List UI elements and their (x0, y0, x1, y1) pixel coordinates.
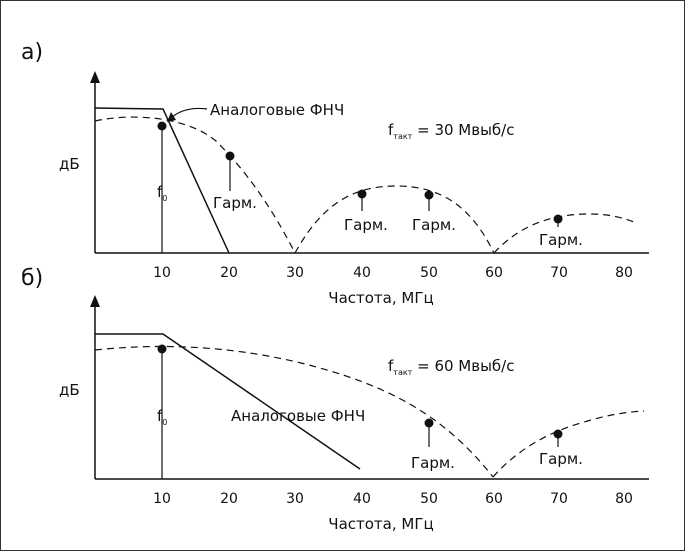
panel-b-dot-50 (424, 418, 434, 428)
panel-a-filter-callout-arrow (167, 112, 176, 122)
panel-a-filter-callout-line (170, 107, 208, 119)
panel-a-dot-20 (225, 151, 235, 161)
panel-a-label: а) (21, 40, 43, 65)
panel-b-tick-10: 10 (153, 491, 171, 507)
panel-a-tick-20: 20 (220, 265, 238, 281)
panel-b-harm-50-label: Гарм. (411, 454, 455, 472)
panel-b-y-arrow (90, 295, 100, 307)
panel-a-tick-40: 40 (353, 265, 371, 281)
panel-b-harm-70-label: Гарм. (539, 450, 583, 468)
panel-a-filter-label: Аналоговые ФНЧ (210, 101, 344, 119)
panel-b-tick-60: 60 (485, 491, 503, 507)
panel-a-filter-response (94, 107, 230, 254)
panel-b: б) дБ 10 20 30 40 50 60 70 80 Частота, М… (21, 266, 649, 533)
panel-a-harm-50-label: Гарм. (412, 216, 456, 234)
panel-a-dot-40 (357, 189, 367, 199)
panel-b-tick-40: 40 (353, 491, 371, 507)
panel-b-dot-f0 (157, 344, 167, 354)
panel-a-sample-rate: fтакт = 30 Мвыб/с (388, 121, 514, 141)
panel-b-filter-response (95, 333, 361, 470)
panel-a-tick-70: 70 (550, 265, 568, 281)
panel-b-f0-label: f0 (157, 407, 167, 427)
panel-b-tick-20: 20 (220, 491, 238, 507)
panel-a-harm-40-label: Гарм. (344, 216, 388, 234)
panel-b-tick-50: 50 (420, 491, 438, 507)
panel-b-tick-80: 80 (615, 491, 633, 507)
panel-a-sinc-lobe-3 (493, 213, 638, 254)
panel-b-sample-rate: fтакт = 60 Мвыб/с (388, 357, 514, 377)
panel-a-ylabel: дБ (59, 155, 80, 173)
panel-a-sinc-lobe-1 (94, 116, 296, 254)
panel-b-filter-label: Аналоговые ФНЧ (231, 407, 365, 425)
panel-a-dot-f0 (157, 121, 167, 131)
panel-a-xlabel: Частота, МГц (328, 289, 433, 307)
panel-a-sinc-lobe-2 (294, 185, 495, 254)
panel-a-tick-60: 60 (485, 265, 503, 281)
panel-a-tick-80: 80 (615, 265, 633, 281)
panel-a-dot-50 (424, 190, 434, 200)
panel-a-tick-30: 30 (286, 265, 304, 281)
panel-b-ylabel: дБ (59, 381, 80, 399)
panel-a-f0-label: f0 (157, 183, 167, 203)
panel-b-tick-70: 70 (550, 491, 568, 507)
panel-b-sinc-lobe-2 (492, 410, 645, 478)
panel-a: а) дБ 10 20 30 40 50 60 70 80 Частота, М… (21, 40, 649, 307)
panel-a-y-arrow (90, 71, 100, 83)
panel-b-label: б) (21, 266, 43, 291)
panel-a-tick-10: 10 (153, 265, 171, 281)
panel-a-tick-50: 50 (420, 265, 438, 281)
panel-b-xlabel: Частота, МГц (328, 515, 433, 533)
panel-a-harm-70-label: Гарм. (539, 231, 583, 249)
panel-a-harm-20-label: Гарм. (213, 194, 257, 212)
panel-a-dot-70 (553, 214, 563, 224)
panel-b-tick-30: 30 (286, 491, 304, 507)
panel-b-dot-70 (553, 429, 563, 439)
